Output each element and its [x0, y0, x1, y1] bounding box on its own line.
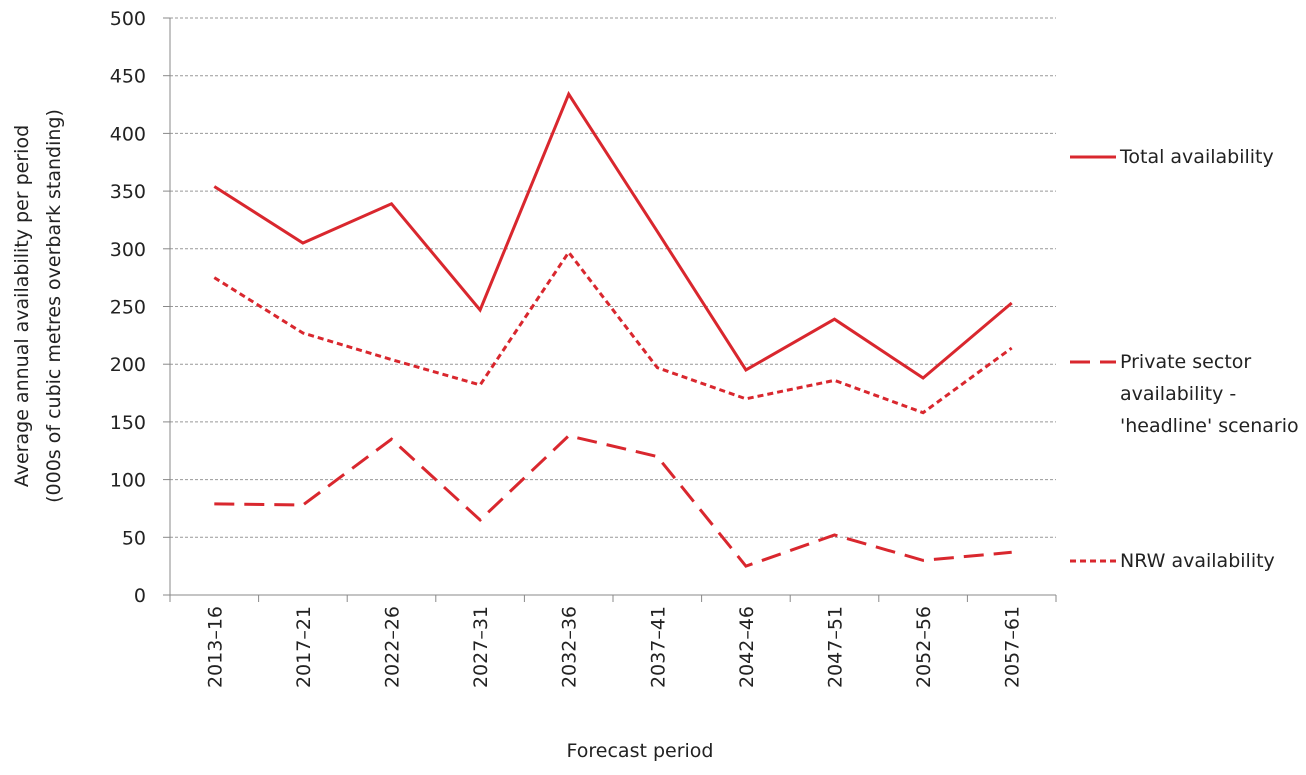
y-axis-label: Average annual availability per period	[11, 125, 33, 487]
legend-label: Total availability	[1120, 146, 1274, 168]
y-tick-label: 250	[110, 297, 146, 319]
x-tick-label: 2027–31	[470, 606, 492, 688]
y-tick-label: 450	[110, 66, 146, 88]
x-tick-label: 2052–56	[913, 606, 935, 688]
y-tick-label: 300	[110, 239, 146, 261]
y-tick-label: 400	[110, 123, 146, 145]
x-tick-label: 2017–21	[293, 606, 315, 688]
legend-label: NRW availability	[1120, 550, 1275, 572]
x-tick-label: 2057–61	[1002, 606, 1024, 688]
x-tick-label: 2032–36	[559, 606, 581, 688]
series-line	[213, 90, 1013, 380]
x-axis-label: Forecast period	[567, 740, 714, 762]
y-tick-label: 150	[110, 412, 146, 434]
y-tick-label: 0	[134, 585, 146, 607]
y-axis-label: (000s of cubic metres overbark standing)	[43, 109, 65, 503]
y-tick-label: 500	[110, 8, 146, 30]
x-tick-label: 2047–51	[825, 606, 847, 688]
x-tick-label: 2042–46	[736, 606, 758, 688]
y-tick-label: 350	[110, 181, 146, 203]
x-tick-label: 2022–26	[382, 606, 404, 688]
series-line	[214, 434, 1012, 568]
series-line	[213, 249, 1013, 415]
x-tick-label: 2013–16	[204, 606, 226, 688]
y-tick-label: 200	[110, 354, 146, 376]
y-tick-label: 50	[122, 527, 146, 549]
x-tick-label: 2037–41	[647, 606, 669, 688]
legend-label: Private sector availability - 'headline'…	[1120, 351, 1299, 437]
y-tick-label: 100	[110, 470, 146, 492]
